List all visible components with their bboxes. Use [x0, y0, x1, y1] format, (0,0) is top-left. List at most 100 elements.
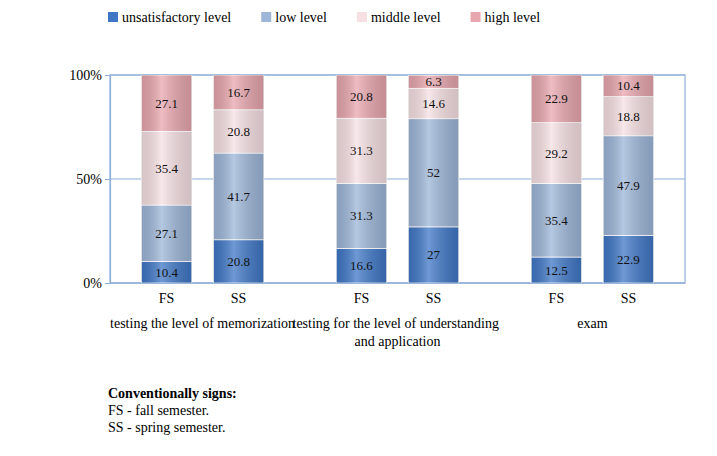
bar-segment: [336, 118, 386, 183]
data-label: 20.8: [227, 254, 250, 269]
data-label: 18.8: [617, 109, 640, 124]
bar-shade: [531, 183, 581, 257]
y-tick-label: 0%: [83, 276, 102, 291]
x-tick-label: SS: [426, 291, 442, 306]
y-tick: 50%: [76, 172, 110, 187]
x-tick-label: FS: [159, 291, 175, 306]
data-label: 35.4: [155, 161, 178, 176]
bar-shade: [141, 205, 191, 261]
bar-segment: [408, 119, 458, 227]
bar-segment: [408, 227, 458, 283]
bar-segment: [336, 75, 386, 118]
data-label: 41.7: [227, 189, 250, 204]
y-axis-line: [105, 76, 111, 284]
bars: [141, 75, 653, 283]
legend-label: high level: [485, 10, 541, 25]
data-label: 35.4: [545, 213, 568, 228]
legend-label: middle level: [371, 10, 441, 25]
y-tick-mark: [105, 179, 110, 180]
y-tick: 0%: [83, 276, 110, 291]
data-label: 6.3: [425, 74, 441, 89]
bar-shade: [213, 110, 263, 153]
bar-segment: [213, 153, 263, 240]
annotations: Conventionally signs:FS - fall semester.…: [108, 386, 237, 435]
group-label: testing the level of memorization: [110, 316, 295, 331]
data-label: 22.9: [545, 91, 568, 106]
bar-shade: [141, 131, 191, 205]
bar-shade: [531, 257, 581, 283]
bar-shade: [408, 119, 458, 227]
legend: unsatisfactory level low level middle leve…: [108, 10, 540, 25]
bar-segment: [603, 75, 653, 97]
data-label: 31.3: [350, 208, 373, 223]
data-label: 27.1: [155, 96, 178, 111]
bar-shade: [603, 97, 653, 136]
legend-item: middle level: [357, 10, 441, 25]
bar-segment: [603, 136, 653, 236]
plot-frame: [110, 75, 685, 283]
bar-shade: [603, 136, 653, 236]
data-label: 27: [427, 247, 441, 262]
bar-segment: [141, 261, 191, 283]
data-label: 20.8: [227, 124, 250, 139]
grid-line: [110, 74, 685, 75]
y-tick-label: 100%: [69, 68, 102, 83]
bar-shade: [141, 261, 191, 283]
bar-shade: [336, 183, 386, 248]
group-label: exam: [577, 316, 607, 331]
note: SS - spring semester.: [108, 420, 225, 435]
legend-item: low level: [261, 10, 327, 25]
bar-shade: [531, 75, 581, 123]
data-label: 29.2: [545, 146, 568, 161]
data-label: 47.9: [617, 178, 640, 193]
grid-line: [110, 282, 685, 283]
legend-label: unsatisfactory level: [122, 10, 231, 25]
legend-item: high level: [471, 10, 541, 25]
data-label: 16.7: [227, 85, 250, 100]
bar-shade: [141, 75, 191, 131]
bar-shade: [408, 88, 458, 118]
data-label: 52: [427, 165, 440, 180]
data-label: 10.4: [155, 265, 178, 280]
bar-segment: [531, 257, 581, 283]
x-tick-label: FS: [354, 291, 370, 306]
bar-segment: [531, 75, 581, 123]
data-label: 14.6: [422, 96, 445, 111]
x-axis-line: [110, 282, 685, 283]
bar-segment: [213, 110, 263, 153]
data-label: 27.1: [155, 226, 178, 241]
bar-segment: [141, 205, 191, 261]
legend-swatch: [108, 12, 118, 22]
x-axis: FS SS FS SS FS SS testing the level of memoriz…: [110, 291, 636, 349]
data-label: 22.9: [617, 252, 640, 267]
x-tick-label: FS: [549, 291, 565, 306]
grid: [110, 75, 685, 283]
bar-shade: [213, 240, 263, 283]
bar-segment: [531, 183, 581, 257]
y-axis: 0% 50% 100%: [69, 68, 110, 291]
grid-line: [110, 178, 685, 179]
bar-segment: [213, 240, 263, 283]
group-label: testing for the level of understanding a…: [293, 316, 503, 349]
legend-swatch: [357, 12, 367, 22]
x-tick-label: SS: [231, 291, 247, 306]
legend-swatch: [471, 12, 481, 22]
bar-segment: [336, 248, 386, 283]
bar-shade: [603, 75, 653, 97]
data-label: 12.5: [545, 263, 568, 278]
x-tick-label: SS: [621, 291, 637, 306]
y-tick-label: 50%: [76, 172, 102, 187]
bar-shade: [531, 123, 581, 184]
bar-segment: [408, 75, 458, 88]
bar-shade: [408, 227, 458, 283]
legend-swatch: [261, 12, 271, 22]
bar-shade: [336, 118, 386, 183]
bar-shade: [408, 75, 458, 88]
note: FS - fall semester.: [108, 403, 209, 418]
data-label: 10.4: [617, 78, 640, 93]
bar-shade: [336, 248, 386, 283]
y-tick: 100%: [69, 68, 110, 83]
bar-segment: [141, 75, 191, 131]
data-label: 20.8: [350, 89, 373, 104]
bar-segment: [603, 235, 653, 283]
